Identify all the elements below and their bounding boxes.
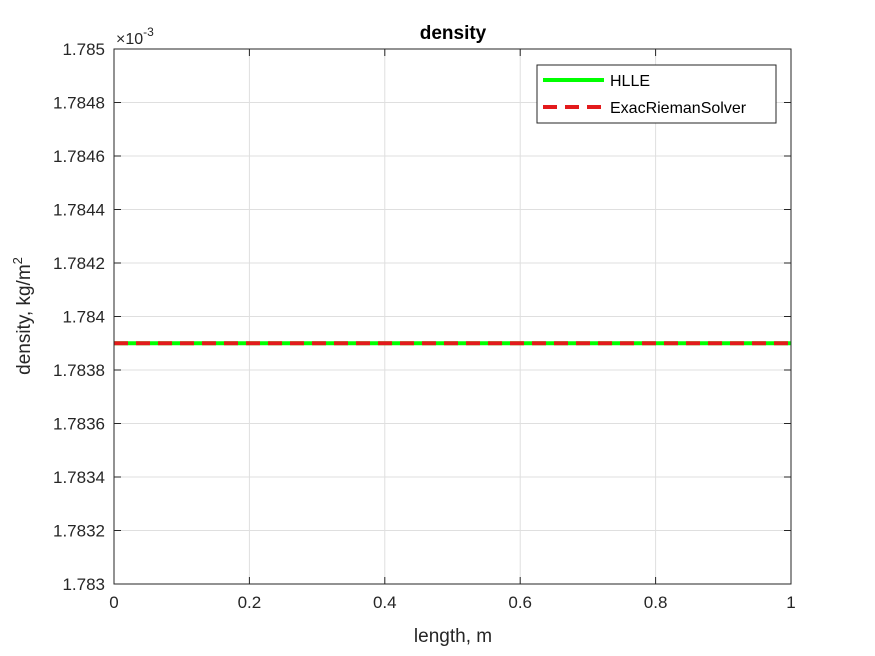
y-tick-label: 1.7842 [53, 254, 105, 273]
y-tick-label: 1.7836 [53, 415, 105, 434]
legend-label-hlle: HLLE [610, 73, 650, 90]
legend-box [536, 64, 777, 124]
x-tick-label: 0.6 [508, 593, 532, 612]
y-exponent-label: ×10-3 [116, 25, 154, 48]
x-tick-label: 0 [109, 593, 118, 612]
y-axis-label: density, kg/m2 [10, 257, 35, 375]
y-tick-label: 1.7844 [53, 201, 105, 220]
y-axis-label-main: density, kg/m [14, 264, 35, 375]
tick-marks [113, 48, 792, 585]
y-tick-label: 1.7838 [53, 361, 105, 380]
grid-lines [113, 48, 792, 585]
legend: HLLE ExacRiemanSolver [536, 64, 777, 124]
x-tick-label: 0.2 [238, 593, 262, 612]
y-exponent-prefix: ×10 [116, 31, 143, 48]
chart-title: density [420, 23, 487, 44]
legend-label-exact: ExacRiemanSolver [610, 100, 747, 117]
y-axis-label-superscript: 2 [10, 257, 25, 264]
x-tick-label: 0.8 [644, 593, 668, 612]
x-tick-label: 1 [786, 593, 795, 612]
y-tick-label: 1.784 [62, 308, 105, 327]
y-tick-label: 1.7846 [53, 147, 105, 166]
x-tick-labels: 0 0.2 0.4 0.6 0.8 1 [109, 593, 795, 612]
y-exponent-power: -3 [143, 25, 154, 39]
y-tick-label: 1.785 [62, 40, 105, 59]
y-tick-label: 1.7848 [53, 94, 105, 113]
y-tick-labels: 1.783 1.7832 1.7834 1.7836 1.7838 1.784 1.7842… [53, 40, 105, 594]
x-tick-label: 0.4 [373, 593, 397, 612]
y-tick-label: 1.783 [62, 575, 105, 594]
y-tick-label: 1.7832 [53, 522, 105, 541]
x-axis-label: length, m [414, 626, 492, 647]
y-tick-label: 1.7834 [53, 468, 105, 487]
